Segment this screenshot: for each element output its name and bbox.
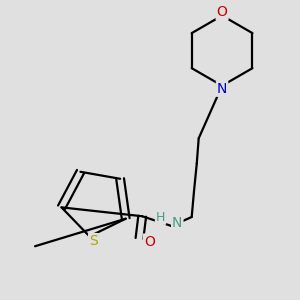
Text: O: O [217, 5, 227, 20]
Text: H: H [156, 211, 165, 224]
Text: O: O [144, 235, 155, 249]
Text: N: N [217, 82, 227, 96]
Text: N: N [172, 216, 182, 230]
Text: S: S [89, 234, 98, 248]
